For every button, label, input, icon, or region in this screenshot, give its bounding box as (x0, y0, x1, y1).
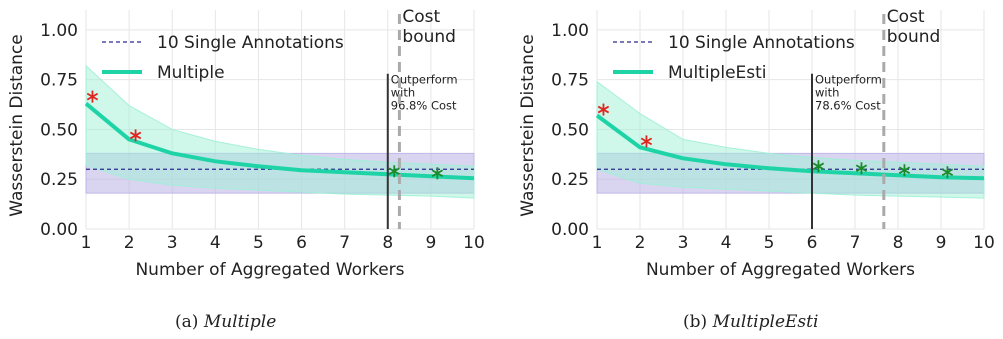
caption-b: (b) MultipleEsti (683, 312, 818, 332)
cost-bound-label: Cost (887, 7, 925, 27)
x-tick-label: 3 (678, 233, 689, 253)
multiple-line (595, 113, 985, 181)
x-tick-label: 6 (296, 233, 307, 253)
y-tick-label: 1.00 (551, 21, 589, 41)
x-tick-label: 10 (463, 233, 485, 253)
outperform-label: 78.6% Cost (815, 99, 881, 113)
x-tick-label: 8 (893, 233, 904, 253)
y-tick-label: 0.25 (551, 170, 589, 190)
x-tick-label: 2 (124, 233, 135, 253)
y-tick-label: 0.00 (551, 220, 589, 240)
x-tick-label: 1 (592, 233, 603, 253)
marker-stroke (86, 92, 99, 101)
x-tick-label: 1 (81, 233, 92, 253)
y-tick-label: 0.50 (551, 120, 589, 140)
x-tick-label: 3 (167, 233, 178, 253)
marker-better (431, 167, 444, 180)
outperform-label: with (815, 86, 839, 100)
x-tick-label: 4 (721, 233, 732, 253)
y-axis-label: Wasserstein Distance (518, 34, 538, 217)
marker-worse (129, 129, 142, 142)
legend-label-multiple: Multiple (157, 63, 225, 83)
outperform-label: Outperform (815, 73, 882, 87)
x-tick-label: 4 (210, 233, 221, 253)
marker-better (812, 160, 825, 173)
caption-a: (a) Multiple (175, 312, 276, 332)
legend-label-single: 10 Single Annotations (157, 33, 344, 53)
x-tick-label: 5 (764, 233, 775, 253)
x-axis-label: Number of Aggregated Workers (135, 260, 404, 280)
marker-better (388, 165, 400, 178)
x-tick-label: 10 (973, 233, 995, 253)
y-tick-label: 0.75 (551, 71, 589, 91)
x-tick-label: 7 (850, 233, 861, 253)
multiple-band (596, 80, 985, 199)
x-tick-label: 2 (635, 233, 646, 253)
x-tick-label: 8 (382, 233, 393, 253)
x-tick-label: 9 (425, 233, 436, 253)
marker-stroke (812, 162, 825, 171)
x-tick-label: 7 (339, 233, 350, 253)
marker-stroke (855, 164, 868, 173)
y-tick-label: 1.00 (40, 21, 78, 41)
y-tick-label: 0.50 (40, 120, 78, 140)
outperform-label: 96.8% Cost (391, 99, 457, 113)
multiple-line (84, 102, 475, 181)
multiple-band (85, 64, 475, 199)
marker-worse (86, 90, 99, 103)
marker-better (855, 162, 868, 175)
y-tick-label: 0.75 (40, 71, 78, 91)
legend-label-single: 10 Single Annotations (668, 33, 855, 53)
caption-a-name: Multiple (203, 312, 277, 332)
x-axis-label: Number of Aggregated Workers (646, 260, 915, 280)
caption-b-name: MultipleEsti (712, 312, 819, 332)
x-tick-label: 5 (253, 233, 264, 253)
outperform-label: Outperform (391, 73, 458, 87)
cost-bound-label: Cost (402, 7, 440, 27)
marker-stroke (597, 105, 610, 114)
marker-stroke (431, 169, 444, 178)
outperform-label: with (391, 86, 415, 100)
marker-stroke (941, 168, 954, 177)
x-tick-label: 6 (807, 233, 818, 253)
marker-worse (640, 135, 653, 148)
cost-bound-label: bound (402, 27, 456, 47)
marker-stroke (388, 167, 400, 176)
y-tick-label: 0.00 (40, 220, 78, 240)
y-axis-label: Wasserstein Distance (7, 34, 27, 217)
caption-b-label: (b) (683, 312, 708, 332)
marker-worse (597, 103, 610, 116)
legend-label-multiple: MultipleEsti (668, 63, 767, 83)
y-tick-label: 0.25 (40, 170, 78, 190)
marker-stroke (129, 131, 142, 140)
marker-stroke (640, 137, 653, 146)
marker-better (941, 166, 954, 179)
caption-a-label: (a) (175, 312, 199, 332)
marker-stroke (898, 166, 911, 175)
cost-bound-label: bound (887, 27, 941, 47)
marker-better (898, 164, 911, 177)
x-tick-label: 9 (936, 233, 947, 253)
